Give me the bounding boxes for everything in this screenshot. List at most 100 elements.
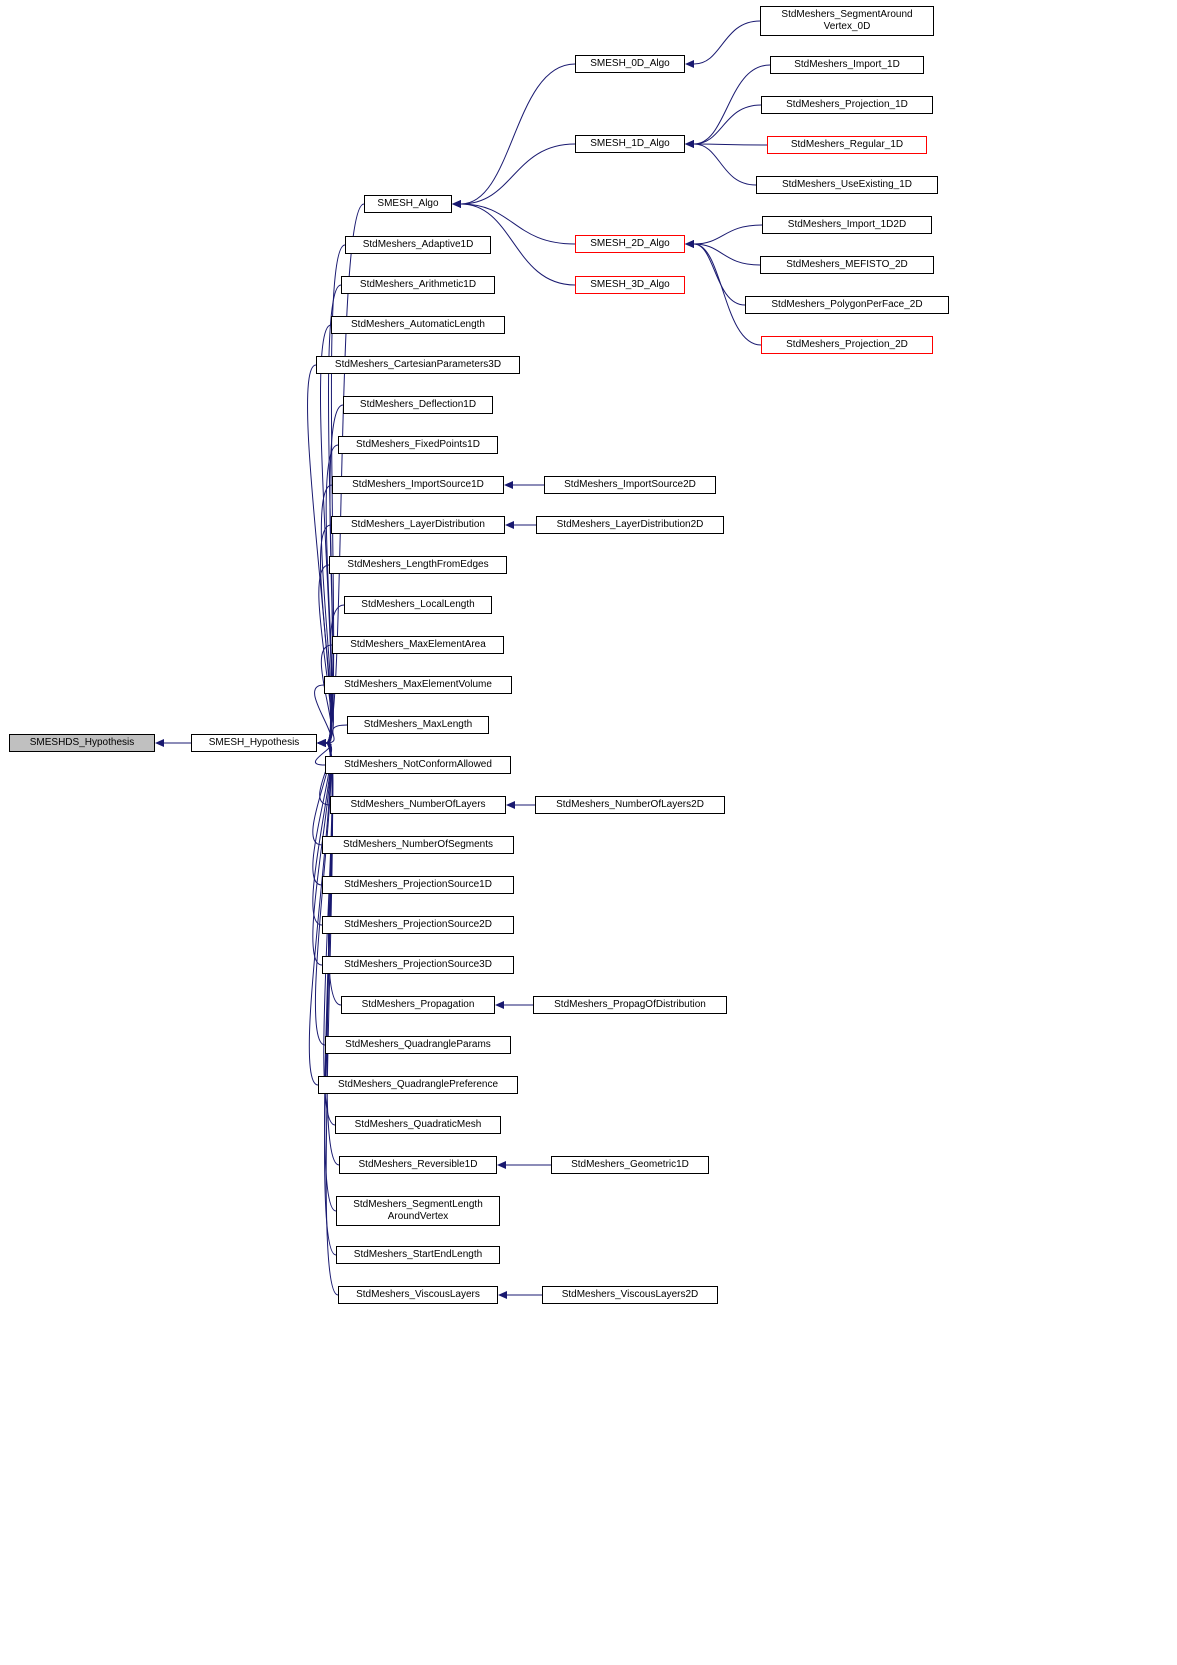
node-defl[interactable]: StdMeshers_Deflection1D: [343, 396, 493, 414]
node-maxv[interactable]: StdMeshers_MaxElementVolume: [324, 676, 512, 694]
arrowhead-sav-a0d: [685, 60, 694, 68]
edge-qparm-hyp: [315, 743, 331, 1045]
edge-maxl-hyp: [326, 725, 347, 743]
node-root[interactable]: SMESHDS_Hypothesis: [9, 734, 155, 752]
edge-arith-hyp: [326, 285, 341, 743]
node-slav[interactable]: StdMeshers_SegmentLength AroundVertex: [336, 1196, 500, 1226]
node-qparm[interactable]: StdMeshers_QuadrangleParams: [325, 1036, 511, 1054]
node-ldist2[interactable]: StdMeshers_LayerDistribution2D: [536, 516, 724, 534]
arrowhead-arith-hyp: [317, 739, 326, 747]
node-psrc2[interactable]: StdMeshers_ProjectionSource2D: [322, 916, 514, 934]
edge-imp1d-a1d: [694, 65, 770, 144]
node-qpref[interactable]: StdMeshers_QuadranglePreference: [318, 1076, 518, 1094]
arrowhead-rev1d-hyp: [317, 739, 326, 747]
arrowhead-maxa-hyp: [317, 739, 326, 747]
arrowhead-ldist2-ldist: [505, 521, 514, 529]
node-nol2[interactable]: StdMeshers_NumberOfLayers2D: [535, 796, 725, 814]
node-lloc[interactable]: StdMeshers_LocalLength: [344, 596, 492, 614]
node-algo[interactable]: SMESH_Algo: [364, 195, 452, 213]
arrowhead-isrc1-hyp: [317, 739, 326, 747]
node-psrc3[interactable]: StdMeshers_ProjectionSource3D: [322, 956, 514, 974]
node-a1d[interactable]: SMESH_1D_Algo: [575, 135, 685, 153]
node-geo1d[interactable]: StdMeshers_Geometric1D: [551, 1156, 709, 1174]
node-ue1d[interactable]: StdMeshers_UseExisting_1D: [756, 176, 938, 194]
arrowhead-lfe-hyp: [317, 739, 326, 747]
node-maxl[interactable]: StdMeshers_MaxLength: [347, 716, 489, 734]
arrowhead-imp12-a2d: [685, 240, 694, 248]
edge-qpref-hyp: [309, 743, 330, 1085]
arrowhead-a1d-algo: [452, 200, 461, 208]
edge-maxa-hyp: [321, 645, 332, 743]
node-a2d[interactable]: SMESH_2D_Algo: [575, 235, 685, 253]
node-lfe[interactable]: StdMeshers_LengthFromEdges: [329, 556, 507, 574]
edge-mef2d-a2d: [694, 244, 760, 265]
edge-ppf2d-a2d: [694, 244, 745, 305]
edge-lfe-hyp: [319, 565, 332, 743]
node-sel[interactable]: StdMeshers_StartEndLength: [336, 1246, 500, 1264]
arrowhead-nol2-nol: [506, 801, 515, 809]
arrowhead-cart-hyp: [317, 739, 326, 747]
node-fixp[interactable]: StdMeshers_FixedPoints1D: [338, 436, 498, 454]
arrowhead-a2d-algo: [452, 200, 461, 208]
arrowhead-vl2-vl: [498, 1291, 507, 1299]
node-reg1d[interactable]: StdMeshers_Regular_1D: [767, 136, 927, 154]
arrowhead-autol-hyp: [317, 739, 326, 747]
node-qmesh[interactable]: StdMeshers_QuadraticMesh: [335, 1116, 501, 1134]
arrowhead-qparm-hyp: [317, 739, 326, 747]
arrowhead-psrc1-hyp: [317, 739, 326, 747]
edge-lloc-hyp: [326, 605, 344, 743]
node-nos[interactable]: StdMeshers_NumberOfSegments: [322, 836, 514, 854]
arrowhead-reg1d-a1d: [685, 140, 694, 148]
arrowhead-mef2d-a2d: [685, 240, 694, 248]
arrowhead-hyp-root: [155, 739, 164, 747]
node-sav[interactable]: StdMeshers_SegmentAround Vertex_0D: [760, 6, 934, 36]
node-hyp[interactable]: SMESH_Hypothesis: [191, 734, 317, 752]
node-psrc1[interactable]: StdMeshers_ProjectionSource1D: [322, 876, 514, 894]
arrowhead-lloc-hyp: [317, 739, 326, 747]
node-imp12[interactable]: StdMeshers_Import_1D2D: [762, 216, 932, 234]
arrowhead-nol-hyp: [317, 739, 326, 747]
arrowhead-psrc3-hyp: [317, 739, 326, 747]
node-ncfa[interactable]: StdMeshers_NotConformAllowed: [325, 756, 511, 774]
arrowhead-proj1d-a1d: [685, 140, 694, 148]
node-rev1d[interactable]: StdMeshers_Reversible1D: [339, 1156, 497, 1174]
node-arith[interactable]: StdMeshers_Arithmetic1D: [341, 276, 495, 294]
edge-sav-a0d: [694, 21, 760, 64]
arrowhead-imp1d-a1d: [685, 140, 694, 148]
edge-imp12-a2d: [694, 225, 762, 244]
node-isrc1[interactable]: StdMeshers_ImportSource1D: [332, 476, 504, 494]
edge-ue1d-a1d: [694, 144, 756, 185]
arrowhead-vl-hyp: [317, 739, 326, 747]
arrowhead-fixp-hyp: [317, 739, 326, 747]
arrowhead-nos-hyp: [317, 739, 326, 747]
arrowhead-maxl-hyp: [317, 739, 326, 747]
arrowhead-ppf2d-a2d: [685, 240, 694, 248]
edge-a1d-algo: [461, 144, 575, 204]
node-prop[interactable]: StdMeshers_Propagation: [341, 996, 495, 1014]
arrowhead-propd-prop: [495, 1001, 504, 1009]
node-imp1d[interactable]: StdMeshers_Import_1D: [770, 56, 924, 74]
arrowhead-qmesh-hyp: [317, 739, 326, 747]
node-adap[interactable]: StdMeshers_Adaptive1D: [345, 236, 491, 254]
node-mef2d[interactable]: StdMeshers_MEFISTO_2D: [760, 256, 934, 274]
arrowhead-geo1d-rev1d: [497, 1161, 506, 1169]
node-maxa[interactable]: StdMeshers_MaxElementArea: [332, 636, 504, 654]
arrowhead-ncfa-hyp: [317, 739, 326, 747]
node-autol[interactable]: StdMeshers_AutomaticLength: [331, 316, 505, 334]
node-isrc2[interactable]: StdMeshers_ImportSource2D: [544, 476, 716, 494]
node-vl2[interactable]: StdMeshers_ViscousLayers2D: [542, 1286, 718, 1304]
edge-proj1d-a1d: [694, 105, 761, 144]
arrowhead-slav-hyp: [317, 739, 326, 747]
node-a0d[interactable]: SMESH_0D_Algo: [575, 55, 685, 73]
arrowhead-psrc2-hyp: [317, 739, 326, 747]
node-nol[interactable]: StdMeshers_NumberOfLayers: [330, 796, 506, 814]
node-ppf2d[interactable]: StdMeshers_PolygonPerFace_2D: [745, 296, 949, 314]
node-a3d[interactable]: SMESH_3D_Algo: [575, 276, 685, 294]
node-vl[interactable]: StdMeshers_ViscousLayers: [338, 1286, 498, 1304]
arrowhead-qpref-hyp: [317, 739, 326, 747]
node-proj1d[interactable]: StdMeshers_Projection_1D: [761, 96, 933, 114]
node-propd[interactable]: StdMeshers_PropagOfDistribution: [533, 996, 727, 1014]
node-proj2d[interactable]: StdMeshers_Projection_2D: [761, 336, 933, 354]
node-cart[interactable]: StdMeshers_CartesianParameters3D: [316, 356, 520, 374]
node-ldist[interactable]: StdMeshers_LayerDistribution: [331, 516, 505, 534]
